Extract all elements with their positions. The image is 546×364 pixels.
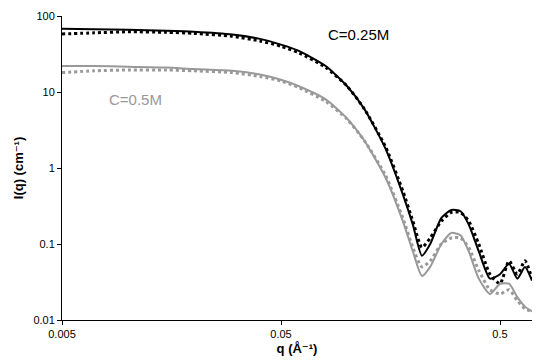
svg-text:C=0.5M: C=0.5M (109, 91, 162, 108)
svg-text:0.005: 0.005 (48, 328, 76, 340)
svg-text:I(q) (cm⁻¹): I(q) (cm⁻¹) (11, 137, 26, 199)
svg-text:0.5: 0.5 (492, 328, 507, 340)
svg-text:0.01: 0.01 (33, 314, 54, 326)
svg-text:10: 10 (43, 86, 55, 98)
svg-text:1: 1 (49, 162, 55, 174)
svg-text:0.1: 0.1 (40, 238, 55, 250)
svg-text:0.05: 0.05 (270, 328, 291, 340)
svg-text:C=0.25M: C=0.25M (328, 26, 389, 43)
svg-text:q (Å⁻¹): q (Å⁻¹) (277, 341, 318, 356)
svg-text:100: 100 (36, 10, 54, 22)
